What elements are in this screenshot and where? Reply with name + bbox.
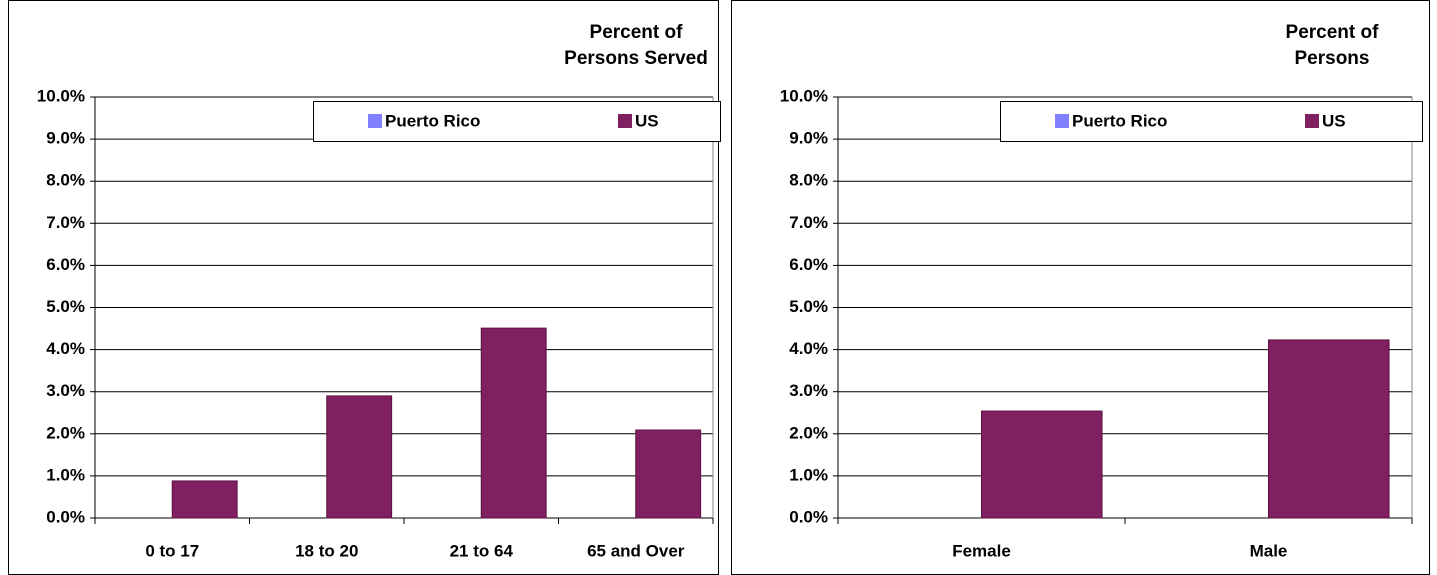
y-tick-label: 9.0% [789, 129, 828, 148]
y-tick-label: 0.0% [789, 507, 828, 526]
x-tick-label: 21 to 64 [450, 541, 514, 560]
x-tick-label: Male [1250, 541, 1288, 560]
y-tick-label: 7.0% [46, 213, 85, 232]
bar [635, 429, 702, 519]
x-tick-label: 65 and Over [587, 541, 685, 560]
y-tick-label: 1.0% [789, 465, 828, 484]
y-tick-label: 9.0% [46, 129, 85, 148]
x-tick-label: 0 to 17 [145, 541, 199, 560]
y-tick-label: 6.0% [46, 255, 85, 274]
y-tick-label: 5.0% [789, 297, 828, 316]
y-tick-label: 4.0% [789, 339, 828, 358]
legend-label: Puerto Rico [385, 111, 480, 130]
y-tick-label: 2.0% [46, 423, 85, 442]
y-tick-label: 3.0% [46, 381, 85, 400]
chart-title: Percent of Persons Served [564, 22, 708, 69]
bar [981, 410, 1103, 519]
bar [1268, 339, 1390, 519]
y-tick-label: 8.0% [789, 171, 828, 190]
legend-swatch [368, 114, 382, 128]
legend-swatch [1305, 114, 1319, 128]
y-tick-label: 2.0% [789, 423, 828, 442]
x-tick-label: 18 to 20 [295, 541, 358, 560]
y-tick-label: 10.0% [780, 86, 828, 105]
legend-swatch [1055, 114, 1069, 128]
y-tick-label: 10.0% [37, 86, 85, 105]
legend-label: US [635, 111, 659, 130]
y-tick-label: 6.0% [789, 255, 828, 274]
y-tick-label: 4.0% [46, 339, 85, 358]
chart-title: Percent of Persons [1285, 22, 1379, 69]
bar [480, 327, 547, 519]
legend-swatch [618, 114, 632, 128]
legend-box [1000, 101, 1423, 142]
y-tick-label: 0.0% [46, 507, 85, 526]
y-tick-label: 8.0% [46, 171, 85, 190]
y-tick-label: 3.0% [789, 381, 828, 400]
bar [171, 480, 238, 519]
y-tick-label: 1.0% [46, 465, 85, 484]
legend-label: US [1322, 111, 1346, 130]
y-tick-label: 5.0% [46, 297, 85, 316]
x-tick-label: Female [952, 541, 1011, 560]
y-tick-label: 7.0% [789, 213, 828, 232]
bar [326, 395, 393, 519]
legend-label: Puerto Rico [1072, 111, 1167, 130]
